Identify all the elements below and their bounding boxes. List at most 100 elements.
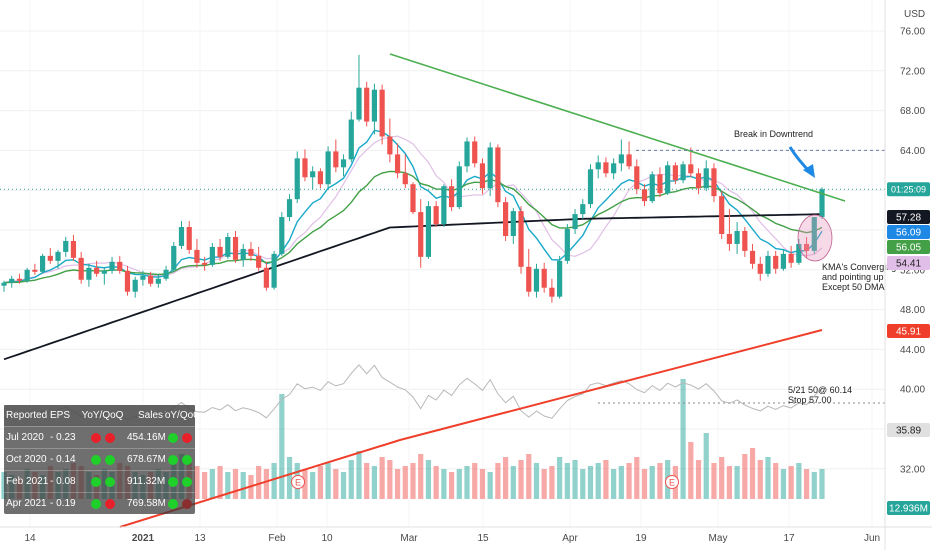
candle-body [1,282,7,286]
volume-bar [387,460,393,499]
red-dot-icon [182,432,192,443]
volume-bar [780,469,787,499]
candle-body [572,214,578,230]
candle-body [448,186,455,208]
volume-bar [410,463,416,499]
sales-cell: 911.32M [127,476,165,487]
volume-bar [317,466,323,499]
candle-body [70,240,77,258]
volume-bar [263,469,269,499]
period-cell: Oct 2020 [6,454,47,465]
green-dot-icon [168,476,178,487]
candle-body [487,147,493,189]
price-tag-bg [887,240,930,254]
sales-cell: 454.16M [127,432,165,443]
volume-bar [726,466,732,499]
candle-body [348,119,354,160]
price-tag-value: 54.41 [896,259,921,270]
volume-bar [518,460,524,499]
green-dot-icon [90,498,101,509]
price-tick-label: 32.00 [900,464,925,475]
candle-body [433,206,439,225]
candle-body [742,230,748,251]
candle-body [657,174,663,194]
candle-body [248,248,254,256]
time-tick-label: 19 [635,533,647,544]
volume-bar [749,448,756,499]
candle-body [456,166,462,208]
header-eps-change: YoY/QoQ [81,410,124,421]
candle-body [719,196,725,234]
eps-cell: - 0.14 [50,454,76,465]
green-dot-icon [182,454,192,465]
volume-bar [618,466,624,499]
time-tick-label: Jun [864,533,880,544]
volume-bar [225,472,231,499]
header-eps: EPS [50,410,71,421]
candle-body [356,87,362,120]
fundamentals-header-row: Reported EPS YoY/QoQ Sales YoY/QoQ [4,405,195,426]
candle-body [580,204,586,215]
candle-body [217,246,223,257]
candle-body [495,147,501,203]
candle-body [379,89,385,137]
earnings-marker-icon [665,475,679,489]
candle-body [117,261,123,271]
candle-body [63,240,69,252]
candle-body [757,263,763,274]
candle-body [202,262,208,265]
candle-body [47,255,53,261]
candle-body [124,270,131,292]
volume-bar [333,469,339,499]
candle-body [32,269,38,272]
price-tick-label: 64.00 [900,146,925,157]
eps-cell: - 0.19 [50,498,76,509]
candle-body [39,255,46,272]
time-tick-label: Apr [562,533,578,544]
green-dot-icon [168,498,178,509]
sales-cell: 769.58M [127,498,165,509]
volume-bar [626,463,632,499]
volume-bar [441,469,447,499]
kma-annotation-line: KMA's Converging [822,262,896,272]
candle-body [333,151,339,168]
volume-bar [564,463,570,499]
candle-body [518,211,524,267]
candle-body [279,217,285,254]
candle-body [101,270,107,274]
candle-body [541,268,547,288]
volume-bar [448,472,455,499]
candle-body [595,162,601,170]
period-cell: Jul 2020 [6,432,44,443]
time-tick-label: Mar [400,533,418,544]
candle-body [464,141,470,167]
candle-body [472,141,478,164]
volume-bar [711,463,717,499]
candle-body [256,255,262,268]
candle-body [302,158,308,178]
price-axis: 76.0072.0068.0064.0060.0056.0052.0048.00… [884,0,930,550]
green-dot-icon [90,454,101,465]
volume-bar [194,466,200,499]
green-dot-icon [168,454,178,465]
price-tick-label: 52.00 [900,265,925,276]
volume-bar [302,469,308,499]
candle-body [695,173,702,189]
volume-bar [603,460,609,499]
candle-body [286,199,293,218]
eps-indicators [80,432,125,443]
candle-body [9,278,15,283]
volume-bar [803,469,810,499]
volume-bar [371,466,378,499]
candle-body [232,236,239,260]
candle-body [665,165,671,194]
period-cell: Feb 2021 [6,476,48,487]
candle-body [711,168,717,197]
price-tick-label: 48.00 [900,305,925,316]
price-tag-bg [887,324,930,338]
candle-body [603,162,609,174]
candle-body [726,233,732,244]
volume-bar [456,469,462,499]
candle-body [773,255,779,269]
